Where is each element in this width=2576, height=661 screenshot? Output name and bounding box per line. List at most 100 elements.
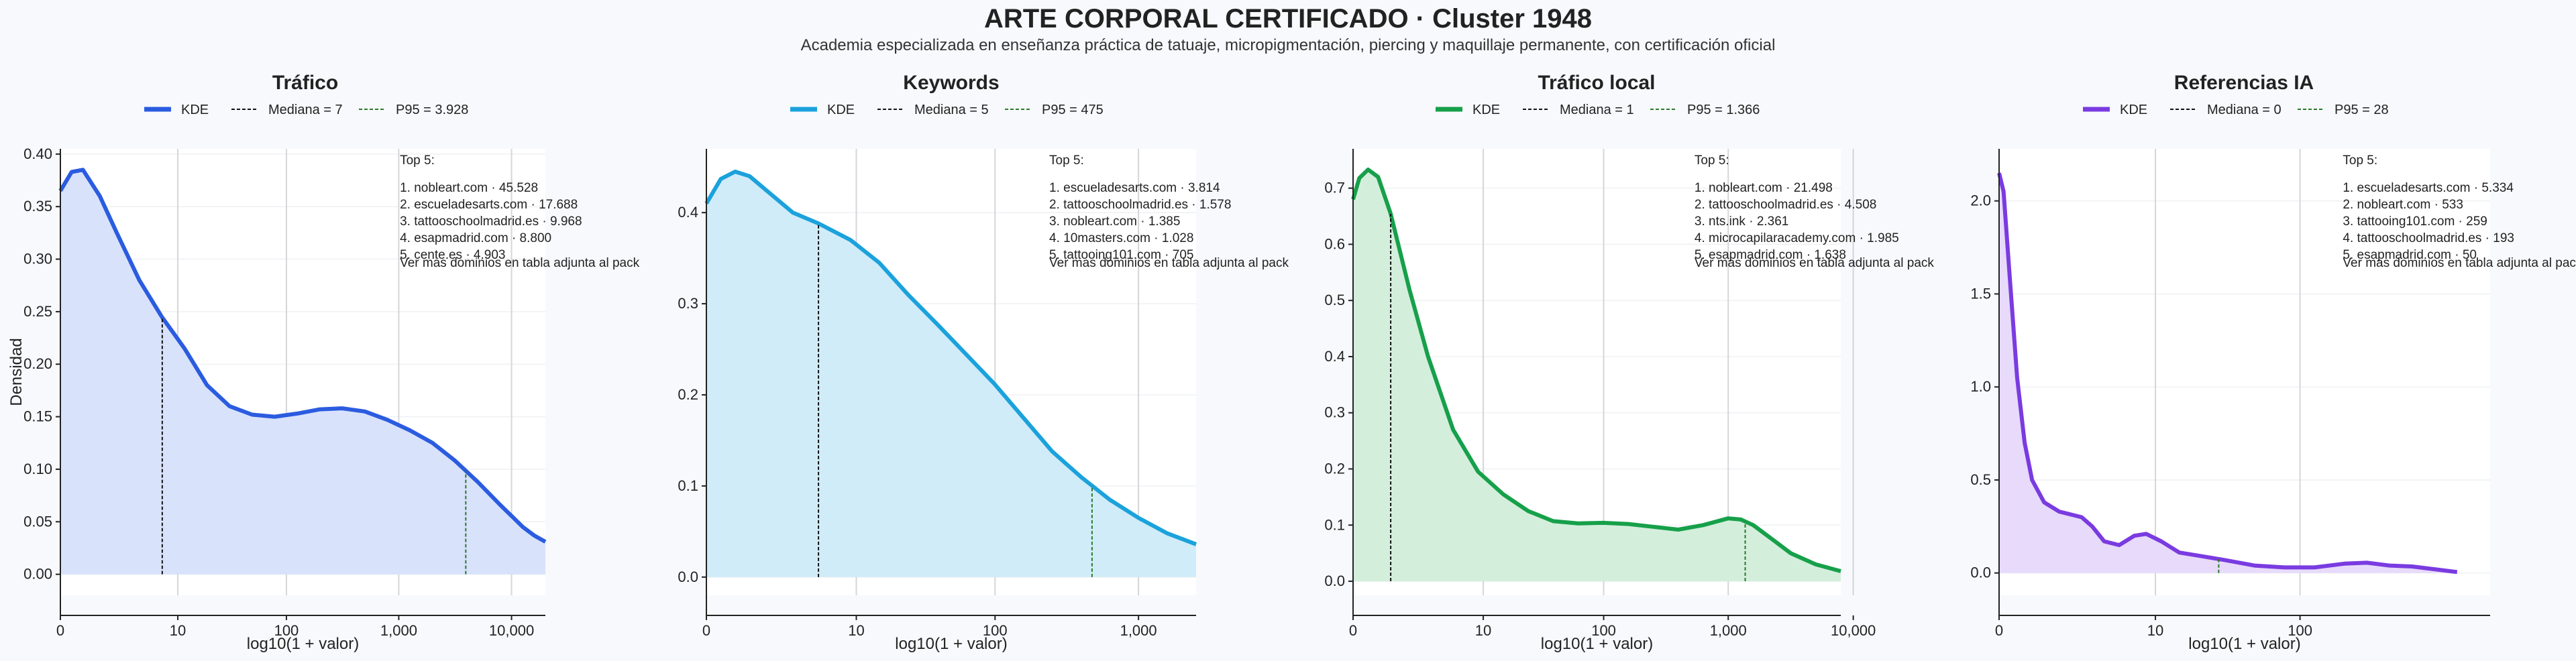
x-tick-label: 100 [1591, 622, 1616, 639]
y-tick-label: 0.1 [1324, 516, 1345, 533]
y-tick-label: 0.05 [23, 513, 52, 530]
top5-item: 2. escueladesarts.com · 17.688 [400, 198, 578, 212]
top5-item: 1. nobleart.com · 21.498 [1695, 181, 1833, 195]
y-tick-label: 0.6 [1324, 235, 1345, 252]
legend-median-label: Mediana = 1 [1560, 103, 1634, 117]
top5-annotation: Top 5: 1. escueladesarts.com · 5.334 2. no… [2343, 154, 2576, 270]
x-tick-label: 10 [170, 622, 186, 639]
chart-panel-3: 0.0 0.1 0.2 0.3 0.4 0.5 0.6 0.7 0 10 100 1,000 10,00… [1324, 72, 1934, 653]
kde-area [60, 170, 545, 575]
top5-note: Ver mas dominios en tabla adjunta al pac… [1049, 256, 1289, 270]
top5-item: 5. esapmadrid.com · 1.638 [1695, 248, 1846, 262]
top5-item: 3. nobleart.com · 1.385 [1049, 215, 1180, 229]
y-tick-label: 0.20 [23, 355, 52, 372]
x-tick-label: 100 [2288, 622, 2312, 639]
top5-item: 1. nobleart.com · 45.528 [400, 181, 538, 195]
x-tick-label: 0 [1995, 622, 2003, 639]
top5-header: Top 5: [400, 154, 435, 168]
x-axis-label: log10(1 + valor) [895, 635, 1007, 653]
legend: KDE Mediana = 5 P95 = 475 [790, 103, 1104, 117]
legend-p95-label: P95 = 1.366 [1687, 103, 1760, 117]
x-tick-label: 10 [2147, 622, 2163, 639]
top5-note: Ver mas dominios en tabla adjunta al pac… [400, 256, 639, 270]
x-tick-label: 10 [1475, 622, 1491, 639]
x-tick-label: 1,000 [1120, 622, 1157, 639]
top5-item: 5. cente.es · 4.903 [400, 248, 505, 262]
y-tick-label: 0.3 [678, 295, 698, 312]
panel-title: Tráfico local [1538, 72, 1655, 94]
x-tick-label: 100 [983, 622, 1008, 639]
top5-item: 2. nobleart.com · 533 [2343, 198, 2463, 212]
panel-title: Keywords [903, 72, 999, 94]
top5-item: 5. tattooing101.com · 705 [1049, 248, 1193, 262]
top5-note: Ver mas dominios en tabla adjunta al pac… [2343, 256, 2576, 270]
legend: KDE Mediana = 7 P95 = 3.928 [144, 103, 468, 117]
top5-item: 2. tattooschoolmadrid.es · 1.578 [1049, 198, 1231, 212]
kde-area [706, 172, 1196, 577]
legend-p95-label: P95 = 3.928 [396, 103, 468, 117]
legend-median-label: Mediana = 7 [268, 103, 343, 117]
y-tick-label: 0.30 [23, 251, 52, 267]
kde-area [1999, 173, 2457, 573]
legend-p95-label: P95 = 475 [1042, 103, 1104, 117]
y-tick-label: 0.2 [678, 386, 698, 403]
x-tick-label: 10,000 [489, 622, 534, 639]
x-tick-label: 0 [702, 622, 710, 639]
x-tick-label: 0 [1349, 622, 1357, 639]
y-tick-label: 0.3 [1324, 404, 1345, 421]
top5-header: Top 5: [2343, 154, 2377, 168]
panel-title: Tráfico [272, 72, 338, 94]
y-tick-label: 0.0 [1324, 573, 1345, 589]
page-title: ARTE CORPORAL CERTIFICADO · Cluster 1948 [983, 4, 1593, 34]
kde-line [58, 168, 547, 544]
y-tick-label: 0.4 [1324, 348, 1345, 365]
y-tick-label: 0.15 [23, 408, 52, 425]
x-axis-label: log10(1 + valor) [1541, 635, 1653, 653]
top5-annotation: Top 5: 1. nobleart.com · 45.528 2. escuela… [400, 154, 639, 270]
top5-item: 5. esapmadrid.com · 50 [2343, 248, 2477, 262]
top5-item: 4. tattooschoolmadrid.es · 193 [2343, 231, 2514, 245]
y-tick-label: 2.0 [1970, 192, 1991, 209]
top5-item: 4. microcapilaracademy.com · 1.985 [1695, 231, 1899, 245]
y-tick-label: 0.5 [1324, 292, 1345, 308]
panel-title: Referencias IA [2174, 72, 2314, 94]
legend-kde-label: KDE [2120, 103, 2147, 117]
y-tick-label: 0.4 [678, 204, 698, 221]
x-tick-label: 10 [848, 622, 864, 639]
kde-line [1351, 168, 1841, 573]
y-tick-label: 0.7 [1324, 180, 1345, 196]
y-tick-label: 1.5 [1970, 285, 1991, 302]
top5-item: 4. esapmadrid.com · 8.800 [400, 231, 551, 245]
legend-median-label: Mediana = 0 [2207, 103, 2282, 117]
y-tick-label: 0.10 [23, 461, 52, 477]
legend: KDE Mediana = 0 P95 = 28 [2083, 103, 2389, 117]
y-tick-label: 0.40 [23, 145, 52, 162]
y-tick-label: 0.2 [1324, 461, 1345, 477]
x-tick-label: 0 [56, 622, 64, 639]
x-tick-label: 100 [274, 622, 299, 639]
top5-header: Top 5: [1695, 154, 1729, 168]
kde-area [1353, 170, 1841, 582]
top5-item: 3. tattooschoolmadrid.es · 9.968 [400, 215, 582, 229]
y-tick-label: 0.00 [23, 566, 52, 583]
y-tick-label: 0.5 [1970, 471, 1991, 488]
y-tick-label: 0.35 [23, 198, 52, 215]
top5-item: 1. escueladesarts.com · 3.814 [1049, 181, 1220, 195]
kde-line [1997, 172, 2458, 575]
top5-item: 3. tattooing101.com · 259 [2343, 215, 2487, 229]
page-subtitle: Academia especializada en enseñanza prác… [800, 36, 1776, 54]
x-tick-label: 10,000 [1831, 622, 1876, 639]
x-tick-label: 1,000 [380, 622, 417, 639]
legend-kde-label: KDE [1472, 103, 1500, 117]
y-tick-label: 0.0 [1970, 564, 1991, 581]
x-axis-label: log10(1 + valor) [247, 635, 359, 653]
y-tick-label: 0.1 [678, 477, 698, 494]
x-tick-label: 1,000 [1710, 622, 1747, 639]
y-tick-label: 1.0 [1970, 378, 1991, 395]
top5-note: Ver mas dominios en tabla adjunta al pac… [1695, 256, 1934, 270]
chart-panel-1: 0.00 0.05 0.10 0.15 0.20 0.25 0.30 0.35 0.40 0 10 1… [7, 72, 640, 653]
x-axis-label: log10(1 + valor) [2188, 635, 2300, 653]
legend-median-label: Mediana = 5 [914, 103, 989, 117]
